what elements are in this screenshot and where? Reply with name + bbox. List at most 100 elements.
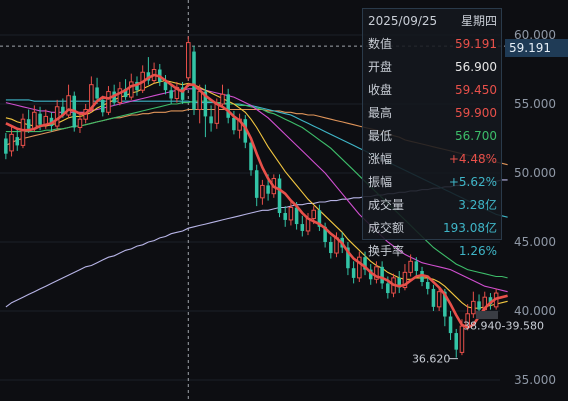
candle-body-down: [95, 87, 99, 99]
candle-body-up: [436, 291, 442, 308]
tooltip-row-value: 59.450: [455, 82, 497, 97]
candle-body-down: [368, 269, 373, 280]
tooltip-row-value: +5.62%: [448, 174, 497, 189]
y-tick-label: 60.000: [514, 28, 556, 42]
candle-body-down: [169, 90, 173, 99]
candle-body-down: [329, 242, 333, 254]
candle-body-down: [294, 207, 299, 225]
tooltip-row: 最低 56.700: [363, 124, 501, 147]
candle-body-down: [123, 88, 128, 98]
candle-body-up: [288, 207, 294, 221]
candle-body-down: [192, 51, 196, 110]
candle-body-down: [283, 213, 287, 220]
tooltip-row: 开盘 56.900: [363, 55, 501, 78]
moving-average-line: [5, 79, 508, 309]
candle-body-up: [54, 106, 60, 127]
candle-body-down: [226, 94, 230, 118]
range-marker-box: [476, 311, 498, 319]
tooltip-row-label: 成交量: [368, 198, 405, 212]
tooltip-row-label: 涨幅: [368, 152, 393, 166]
candle-body-down: [38, 113, 42, 125]
y-tick-label: 55.000: [514, 97, 556, 111]
candle-body-down: [351, 268, 356, 278]
candle-body-down: [135, 81, 139, 91]
candle-body-down: [363, 257, 367, 270]
tooltip-row: 成交额 193.08亿: [363, 216, 501, 239]
tooltip-row-label: 开盘: [368, 60, 393, 74]
tooltip-row: 涨幅 +4.48%: [363, 147, 501, 170]
candle-body-down: [101, 99, 105, 113]
tooltip-row-value: 56.700: [455, 128, 497, 143]
tooltip-row-label: 数值: [368, 37, 393, 51]
tooltip-row: 成交量 3.28亿: [363, 193, 501, 216]
candle-body-down: [232, 117, 236, 131]
candle-body-down: [61, 106, 65, 116]
tooltip-row-value: 59.900: [455, 105, 497, 120]
candle-body-down: [180, 87, 185, 100]
candle-body-down: [323, 226, 327, 242]
low-price-annotation: 36.620: [412, 353, 451, 366]
tooltip-row: 数值 59.191: [363, 32, 501, 55]
candle-body-up: [32, 111, 37, 130]
tooltip-row-value: 59.191: [455, 36, 497, 51]
candle-body-down: [380, 266, 384, 284]
candle-body-up: [186, 42, 191, 79]
tooltip-row-label: 最低: [368, 129, 393, 143]
candle-body-up: [220, 93, 225, 105]
y-tick-label: 45.000: [514, 235, 556, 249]
candle-body-down: [209, 116, 213, 124]
tooltip-date: 2025/09/25: [368, 13, 438, 28]
candle-body-up: [106, 91, 111, 113]
candle-body-down: [4, 138, 8, 154]
candle-body-down: [254, 170, 259, 198]
candle-body-down: [300, 224, 305, 231]
candle-body-up: [357, 256, 362, 279]
candle-body-up: [471, 300, 476, 315]
candle-body-down: [448, 316, 453, 334]
y-tick-label: 35.000: [514, 373, 556, 387]
candle-body-down: [420, 270, 424, 283]
candle-body-down: [488, 297, 493, 305]
candle-body-up: [260, 184, 265, 199]
tooltip-row-value: +4.48%: [448, 151, 497, 166]
candle-body-up: [402, 271, 408, 289]
candle-body-down: [249, 142, 253, 171]
candle-body-up: [129, 81, 134, 98]
candle-body-up: [20, 118, 26, 146]
candle-body-up: [77, 118, 83, 128]
tooltip-row: 最高 59.900: [363, 101, 501, 124]
candle-body-down: [425, 282, 430, 289]
tooltip-row-value: 1.26%: [458, 243, 497, 258]
tooltip-row-label: 最高: [368, 106, 393, 120]
candle-body-up: [311, 209, 316, 220]
y-tick-label: 40.000: [514, 304, 556, 318]
tooltip-row: 振幅 +5.62%: [363, 170, 501, 193]
tooltip-row: 换手率 1.26%: [363, 239, 501, 262]
candle-body-down: [414, 261, 419, 271]
tooltip-row-value: 193.08亿: [443, 221, 497, 235]
candle-body-down: [346, 247, 350, 269]
tooltip-row-value: 3.28亿: [458, 198, 497, 212]
range-annotation: 38.940-39.580: [463, 320, 544, 333]
candle-body-down: [443, 291, 447, 317]
tooltip-row-value: 56.900: [455, 59, 497, 74]
tooltip-weekday: 星期四: [460, 14, 497, 28]
candle-body-down: [431, 288, 436, 307]
tooltip-row-label: 振幅: [368, 175, 393, 189]
tooltip-row-label: 成交额: [368, 221, 405, 235]
candle-body-up: [374, 266, 379, 280]
candle-body-down: [26, 119, 31, 129]
candle-body-down: [243, 119, 248, 143]
candle-body-up: [9, 133, 14, 152]
candle-body-up: [214, 103, 220, 124]
candle-body-up: [197, 91, 202, 111]
candle-body-down: [454, 333, 459, 350]
tooltip-row: 收盘 59.450: [363, 78, 501, 101]
candle-body-down: [203, 91, 208, 117]
candle-body-down: [163, 81, 168, 91]
candle-body-up: [117, 88, 123, 104]
candle-body-up: [66, 95, 71, 116]
current-price-tag: 59.191: [505, 39, 568, 57]
